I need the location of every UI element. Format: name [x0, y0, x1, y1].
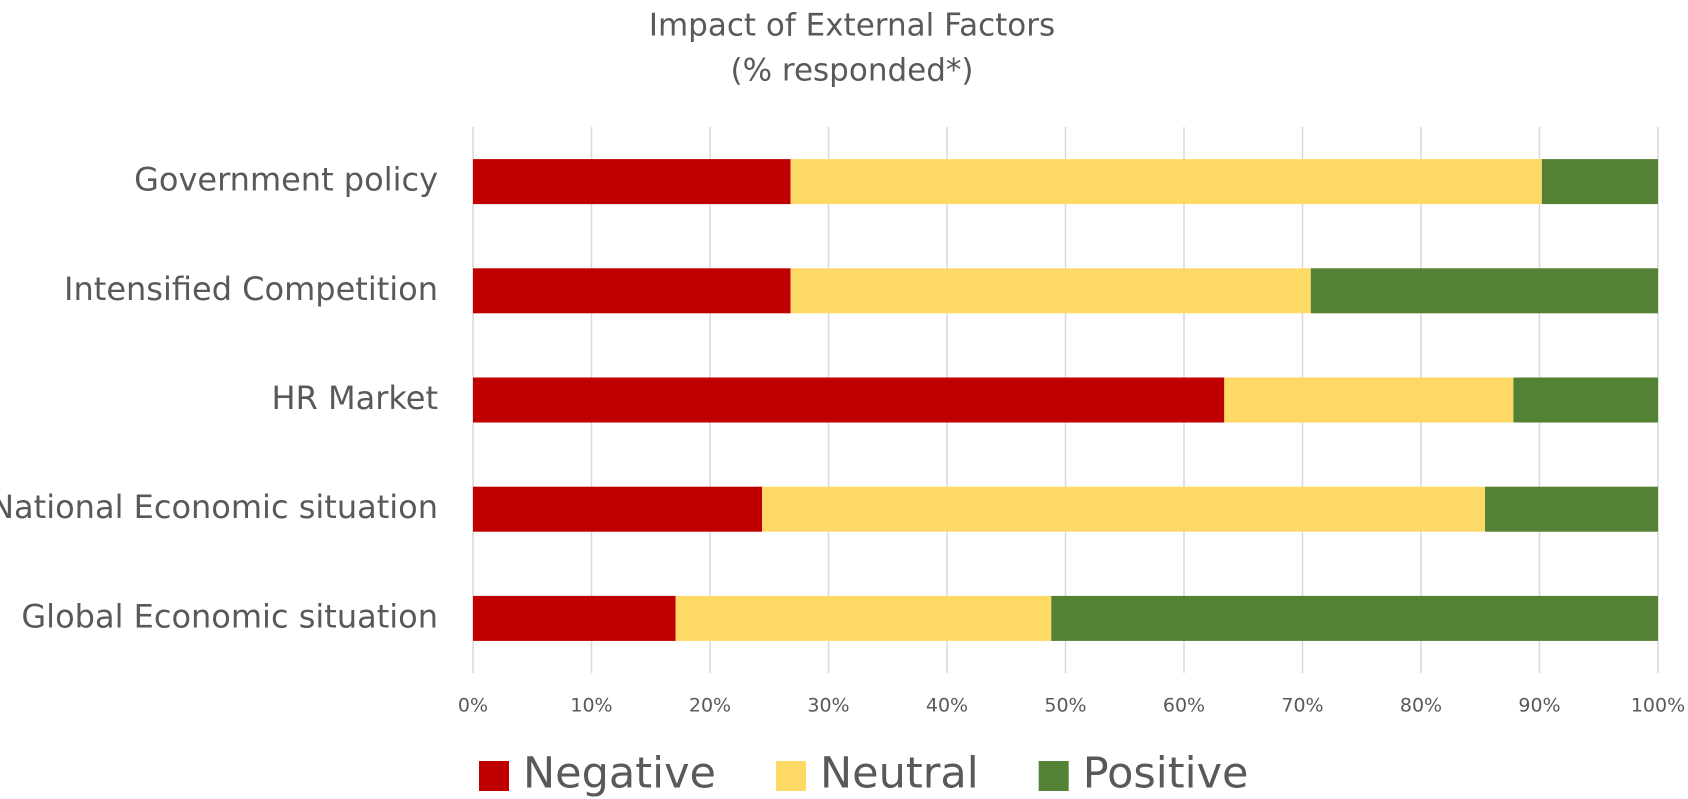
x-tick-label: 0%	[458, 695, 488, 717]
legend-label: Positive	[1083, 749, 1249, 799]
bar-segment	[473, 159, 791, 205]
x-tick-label: 90%	[1518, 695, 1560, 717]
bar-segment	[1484, 486, 1658, 532]
legend-swatch	[1038, 761, 1069, 791]
y-tick-label: Government policy	[134, 161, 438, 199]
y-tick-label: Intensified Competition	[64, 270, 438, 308]
bar-segment	[1224, 377, 1514, 423]
chart-subtitle: (% responded*)	[730, 53, 973, 89]
bar-segment	[762, 486, 1485, 532]
legend-swatch	[775, 761, 806, 791]
y-tick-label: Global Economic situation	[21, 597, 438, 635]
x-tick-label: 70%	[1281, 695, 1323, 717]
x-tick-label: 30%	[807, 695, 849, 717]
bar-segment	[790, 159, 1542, 205]
legend-label: Neutral	[820, 749, 979, 799]
legend-label: Negative	[523, 749, 716, 799]
x-tick-label: 60%	[1163, 695, 1205, 717]
bar-segment	[675, 595, 1052, 641]
x-tick-label: 100%	[1631, 695, 1685, 717]
bar-segment	[473, 268, 791, 314]
bar-segment	[473, 595, 676, 641]
bar-segment	[790, 268, 1311, 314]
bar-segment	[1513, 377, 1658, 423]
y-tick-label: National Economic situation	[0, 488, 438, 526]
x-tick-label: 40%	[926, 695, 968, 717]
bar-segment	[473, 486, 763, 532]
x-tick-label: 80%	[1400, 695, 1442, 717]
x-tick-label: 20%	[689, 695, 731, 717]
bar-segment	[1310, 268, 1658, 314]
bar-segment	[473, 377, 1225, 423]
bar-segment	[1541, 159, 1658, 205]
chart-title: Impact of External Factors	[649, 8, 1055, 44]
x-tick-label: 10%	[570, 695, 612, 717]
x-tick-label: 50%	[1044, 695, 1086, 717]
legend-swatch	[479, 761, 509, 791]
y-tick-label: HR Market	[272, 379, 438, 417]
bar-segment	[1051, 595, 1658, 641]
